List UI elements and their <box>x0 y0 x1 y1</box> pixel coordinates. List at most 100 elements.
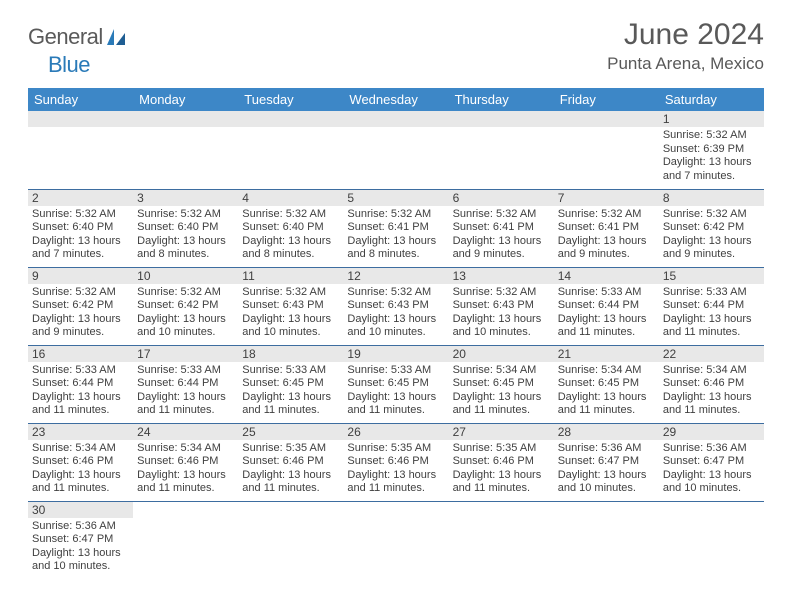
week-row: 9Sunrise: 5:32 AMSunset: 6:42 PMDaylight… <box>28 267 764 345</box>
day-data-line: Sunrise: 5:32 AM <box>137 208 234 222</box>
day-data <box>449 518 554 522</box>
day-data-line: and 8 minutes. <box>137 248 234 262</box>
day-data-line: Daylight: 13 hours <box>453 313 550 327</box>
day-data-line: Daylight: 13 hours <box>663 235 760 249</box>
day-data-line: Sunset: 6:43 PM <box>453 299 550 313</box>
day-number: 2 <box>28 190 133 206</box>
day-data: Sunrise: 5:33 AMSunset: 6:45 PMDaylight:… <box>238 362 343 420</box>
day-data: Sunrise: 5:32 AMSunset: 6:40 PMDaylight:… <box>28 206 133 264</box>
day-data-line: Daylight: 13 hours <box>137 235 234 249</box>
day-data-line: Sunset: 6:41 PM <box>347 221 444 235</box>
day-number: 11 <box>238 268 343 284</box>
day-number: 18 <box>238 346 343 362</box>
day-data-line: and 9 minutes. <box>558 248 655 262</box>
day-data-line: Daylight: 13 hours <box>663 391 760 405</box>
brand-logo: General Blue <box>28 24 131 78</box>
empty-cell <box>133 111 238 189</box>
day-cell: 11Sunrise: 5:32 AMSunset: 6:43 PMDayligh… <box>238 267 343 345</box>
day-data: Sunrise: 5:33 AMSunset: 6:45 PMDaylight:… <box>343 362 448 420</box>
day-cell: 3Sunrise: 5:32 AMSunset: 6:40 PMDaylight… <box>133 189 238 267</box>
day-data-line: Sunset: 6:43 PM <box>242 299 339 313</box>
day-data-line: Sunset: 6:47 PM <box>558 455 655 469</box>
day-data: Sunrise: 5:32 AMSunset: 6:43 PMDaylight:… <box>238 284 343 342</box>
day-number <box>28 111 133 127</box>
day-data-line: Sunrise: 5:32 AM <box>242 286 339 300</box>
day-data-line: Sunset: 6:46 PM <box>242 455 339 469</box>
day-number: 17 <box>133 346 238 362</box>
brand-text-blue: Blue <box>48 52 90 77</box>
day-number: 1 <box>659 111 764 127</box>
day-data-line: Daylight: 13 hours <box>32 469 129 483</box>
day-cell: 28Sunrise: 5:36 AMSunset: 6:47 PMDayligh… <box>554 423 659 501</box>
day-data-line: and 11 minutes. <box>558 326 655 340</box>
day-header: Saturday <box>659 88 764 111</box>
day-data <box>659 518 764 522</box>
day-data-line: Sunrise: 5:33 AM <box>558 286 655 300</box>
day-data <box>28 127 133 131</box>
day-cell: 8Sunrise: 5:32 AMSunset: 6:42 PMDaylight… <box>659 189 764 267</box>
day-data-line: Sunrise: 5:32 AM <box>347 286 444 300</box>
day-data-line: Sunset: 6:44 PM <box>32 377 129 391</box>
day-cell: 15Sunrise: 5:33 AMSunset: 6:44 PMDayligh… <box>659 267 764 345</box>
day-number: 16 <box>28 346 133 362</box>
day-data-line: Daylight: 13 hours <box>558 469 655 483</box>
day-data: Sunrise: 5:34 AMSunset: 6:46 PMDaylight:… <box>659 362 764 420</box>
day-data <box>343 518 448 522</box>
day-data-line: Daylight: 13 hours <box>32 313 129 327</box>
day-data-line: Sunrise: 5:33 AM <box>663 286 760 300</box>
day-cell: 10Sunrise: 5:32 AMSunset: 6:42 PMDayligh… <box>133 267 238 345</box>
header: General Blue June 2024 Punta Arena, Mexi… <box>0 0 792 82</box>
day-data-line: Sunset: 6:41 PM <box>453 221 550 235</box>
day-data-line: Sunrise: 5:33 AM <box>347 364 444 378</box>
day-data-line: and 9 minutes. <box>32 326 129 340</box>
day-cell: 16Sunrise: 5:33 AMSunset: 6:44 PMDayligh… <box>28 345 133 423</box>
day-number: 9 <box>28 268 133 284</box>
day-data-line: and 9 minutes. <box>663 248 760 262</box>
day-data-line: Sunset: 6:42 PM <box>32 299 129 313</box>
day-data-line: Sunrise: 5:34 AM <box>663 364 760 378</box>
day-data-line: Sunset: 6:46 PM <box>137 455 234 469</box>
day-cell: 7Sunrise: 5:32 AMSunset: 6:41 PMDaylight… <box>554 189 659 267</box>
day-data-line: Sunset: 6:39 PM <box>663 143 760 157</box>
day-data-line: and 11 minutes. <box>558 404 655 418</box>
day-data-line: Sunset: 6:40 PM <box>32 221 129 235</box>
day-data-line: and 11 minutes. <box>137 404 234 418</box>
day-data: Sunrise: 5:33 AMSunset: 6:44 PMDaylight:… <box>28 362 133 420</box>
day-cell: 25Sunrise: 5:35 AMSunset: 6:46 PMDayligh… <box>238 423 343 501</box>
day-data-line: and 10 minutes. <box>32 560 129 574</box>
day-number: 6 <box>449 190 554 206</box>
day-data-line: Sunset: 6:46 PM <box>663 377 760 391</box>
day-cell: 30Sunrise: 5:36 AMSunset: 6:47 PMDayligh… <box>28 501 133 579</box>
day-data-line: Daylight: 13 hours <box>32 547 129 561</box>
day-number: 7 <box>554 190 659 206</box>
day-data: Sunrise: 5:33 AMSunset: 6:44 PMDaylight:… <box>133 362 238 420</box>
day-cell: 14Sunrise: 5:33 AMSunset: 6:44 PMDayligh… <box>554 267 659 345</box>
day-number: 27 <box>449 424 554 440</box>
day-data-line: and 7 minutes. <box>32 248 129 262</box>
day-data: Sunrise: 5:32 AMSunset: 6:43 PMDaylight:… <box>449 284 554 342</box>
day-data <box>133 518 238 522</box>
day-number <box>554 502 659 518</box>
day-data-line: Sunset: 6:46 PM <box>347 455 444 469</box>
day-number <box>449 111 554 127</box>
day-data <box>554 127 659 131</box>
day-data-line: and 11 minutes. <box>32 404 129 418</box>
day-cell: 21Sunrise: 5:34 AMSunset: 6:45 PMDayligh… <box>554 345 659 423</box>
day-number: 23 <box>28 424 133 440</box>
week-row: 2Sunrise: 5:32 AMSunset: 6:40 PMDaylight… <box>28 189 764 267</box>
day-data-line: and 11 minutes. <box>663 326 760 340</box>
day-data <box>449 127 554 131</box>
day-cell: 29Sunrise: 5:36 AMSunset: 6:47 PMDayligh… <box>659 423 764 501</box>
day-number: 4 <box>238 190 343 206</box>
empty-cell <box>238 501 343 579</box>
day-data-line: Sunrise: 5:32 AM <box>242 208 339 222</box>
day-header: Sunday <box>28 88 133 111</box>
day-number: 20 <box>449 346 554 362</box>
day-number: 5 <box>343 190 448 206</box>
day-data-line: Daylight: 13 hours <box>347 313 444 327</box>
day-data-line: Daylight: 13 hours <box>32 235 129 249</box>
day-data-line: Sunset: 6:44 PM <box>558 299 655 313</box>
day-data-line: Sunset: 6:43 PM <box>347 299 444 313</box>
day-number <box>343 502 448 518</box>
day-data-line: Sunrise: 5:33 AM <box>137 364 234 378</box>
